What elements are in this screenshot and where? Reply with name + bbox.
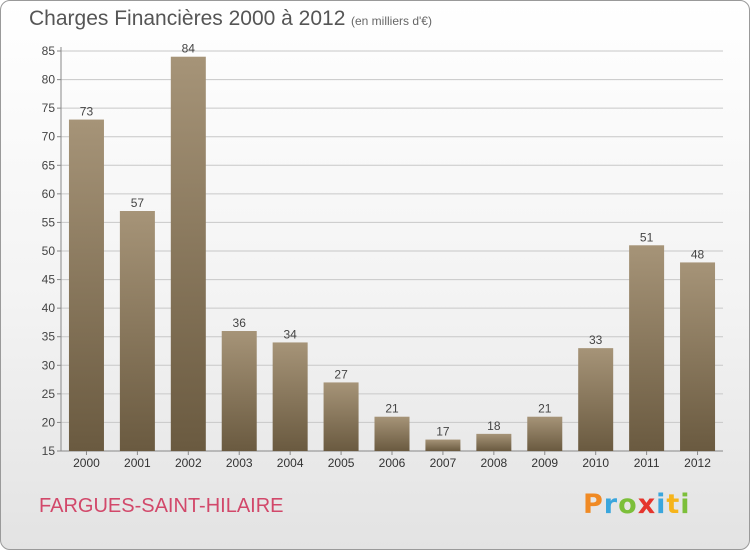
y-tick-label: 30	[42, 358, 56, 372]
y-tick-label: 55	[42, 215, 56, 229]
logo-letter: t	[666, 489, 681, 520]
x-tick-label: 2004	[277, 456, 304, 470]
data-label: 17	[436, 425, 450, 439]
bar-2008	[476, 433, 512, 451]
data-label: 57	[131, 196, 145, 210]
data-label: 73	[80, 105, 94, 119]
bars	[68, 56, 716, 452]
logo-letter: x	[637, 489, 657, 520]
logo-letter: i	[656, 489, 667, 520]
bar-2012	[680, 262, 716, 451]
y-tick-label: 40	[42, 301, 56, 315]
data-label: 18	[487, 419, 501, 433]
grid-lines	[61, 50, 723, 452]
y-tick-label: 15	[42, 444, 56, 458]
bar-2011	[629, 245, 665, 451]
bar-2009	[527, 416, 563, 451]
data-label: 33	[589, 333, 603, 347]
x-tick-label: 2000	[73, 456, 100, 470]
logo-letter: P	[583, 489, 604, 520]
logo-letter: r	[603, 489, 619, 520]
bar-2003	[221, 331, 257, 451]
chart-subtitle: (en milliers d'€)	[351, 14, 432, 28]
logo-letter: i	[680, 489, 691, 520]
y-tick-label: 75	[42, 101, 56, 115]
bar-2000	[68, 119, 104, 452]
chart-title: Charges Financières 2000 à 2012	[29, 7, 346, 30]
bar-2010	[578, 348, 614, 451]
x-tick-label: 2005	[328, 456, 355, 470]
bar-2002	[170, 56, 206, 451]
bar-2005	[323, 382, 359, 451]
y-tick-label: 85	[42, 44, 56, 58]
x-tick-label: 2008	[480, 456, 507, 470]
y-tick-label: 35	[42, 330, 56, 344]
y-tick-label: 80	[42, 73, 56, 87]
y-tick-label: 65	[42, 158, 56, 172]
bar-2004	[272, 342, 308, 451]
data-label: 84	[182, 42, 196, 56]
data-label: 51	[640, 230, 654, 244]
y-tick-label: 60	[42, 187, 56, 201]
bar-2001	[119, 211, 155, 451]
logo-letter: o	[618, 489, 638, 520]
x-tick-label: 2001	[124, 456, 151, 470]
x-tick-label: 2002	[175, 456, 202, 470]
data-label: 34	[283, 327, 297, 341]
x-tick-label: 2010	[582, 456, 609, 470]
data-label: 48	[691, 247, 705, 261]
x-tick-label: 2009	[531, 456, 558, 470]
x-tick-label: 2011	[634, 456, 660, 470]
y-tick-label: 20	[42, 415, 56, 429]
y-tick-label: 70	[42, 130, 56, 144]
data-label: 21	[385, 402, 399, 416]
y-tick-label: 25	[42, 387, 56, 401]
x-tick-label: 2012	[684, 456, 711, 470]
bar-2006	[374, 416, 410, 451]
commune-name: FARGUES-SAINT-HILAIRE	[39, 495, 284, 517]
labels: 2000 73 2001 57 2002 84 2003 36 2004 34 2005 27 2006…	[73, 42, 711, 470]
x-tick-label: 2007	[430, 456, 457, 470]
x-tick-label: 2006	[379, 456, 406, 470]
proxiti-logo[interactable]: Proxiti	[583, 489, 691, 520]
y-tick-label: 45	[42, 273, 56, 287]
data-label: 21	[538, 402, 552, 416]
data-label: 36	[233, 316, 247, 330]
y-tick-label: 50	[42, 244, 56, 258]
bar-2007	[425, 439, 461, 451]
data-label: 27	[334, 367, 348, 381]
x-tick-label: 2003	[226, 456, 253, 470]
